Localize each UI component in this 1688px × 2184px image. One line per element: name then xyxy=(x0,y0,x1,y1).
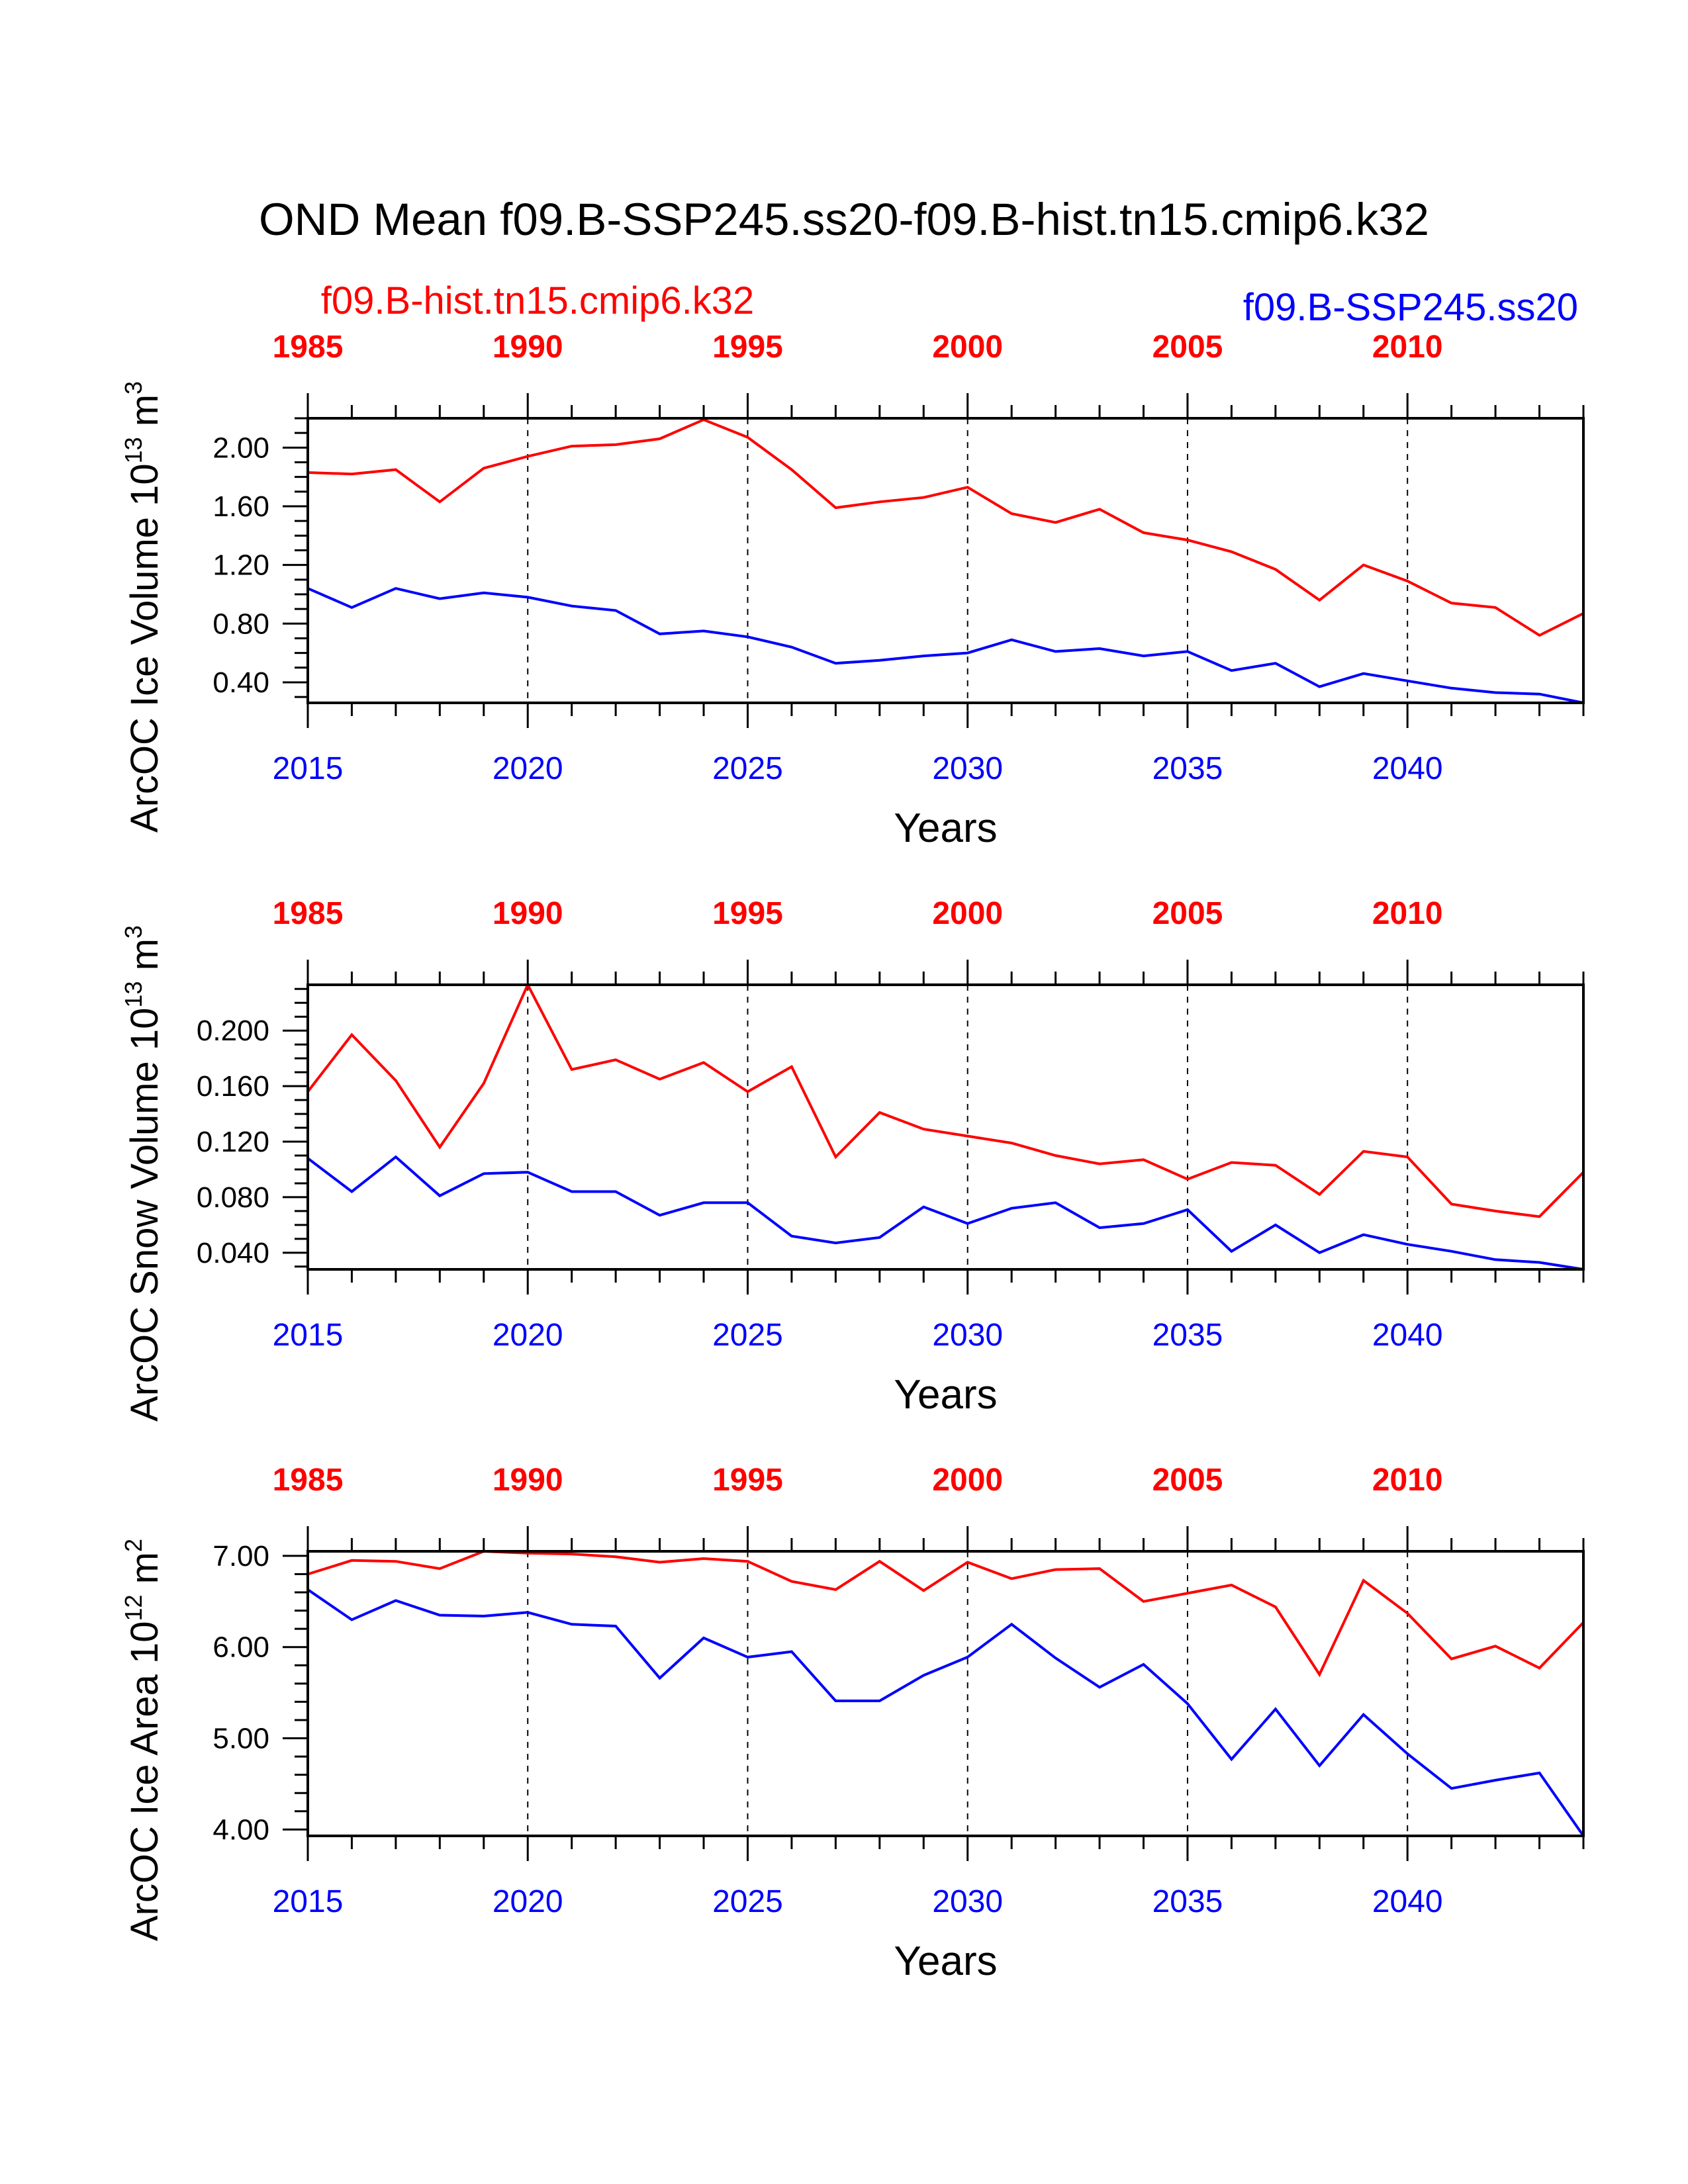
ice-volume-y-tick-label: 0.40 xyxy=(212,666,269,699)
snow-volume-bottom-tick-label: 2015 xyxy=(273,1318,344,1353)
ice-area-top-tick-label: 2005 xyxy=(1152,1463,1223,1498)
ice-volume-top-tick-label: 1995 xyxy=(712,330,783,365)
ice-volume-y-title-part: ArcOC Ice Volume 10 xyxy=(123,463,166,833)
ice-volume-y-title-part: m xyxy=(123,394,166,437)
ice-area-bottom-tick-label: 2035 xyxy=(1152,1884,1223,1919)
snow-volume-series-scenario xyxy=(306,1155,1584,1271)
snow-volume-bottom-tick-label: 2025 xyxy=(712,1318,783,1353)
ice-volume-y-tick-label: 1.20 xyxy=(212,549,269,582)
snow-volume-y-tick-label: 0.160 xyxy=(197,1070,269,1103)
ice-area-top-tick-label: 1985 xyxy=(273,1463,344,1498)
ice-volume-top-tick-label: 2000 xyxy=(932,330,1003,365)
snow-volume-top-tick-label: 1995 xyxy=(712,896,783,931)
ice-area-bottom-tick-label: 2040 xyxy=(1372,1884,1443,1919)
snow-volume-series-historical xyxy=(306,981,1585,1218)
historical-case-label: f09.B-hist.tn15.cmip6.k32 xyxy=(321,279,754,322)
ice-volume-bottom-tick-label: 2020 xyxy=(492,751,563,786)
snow-volume-top-tick-label: 2000 xyxy=(932,896,1003,931)
snow-volume-top-tick-label: 2010 xyxy=(1372,896,1443,931)
ice-volume-y-tick-label: 1.60 xyxy=(212,490,269,523)
snow-volume-top-tick-label: 1985 xyxy=(273,896,344,931)
snow-volume-x-axis-title: Years xyxy=(894,1372,997,1418)
ice-volume-bottom-tick-label: 2030 xyxy=(932,751,1003,786)
ice-volume-top-tick-label: 1990 xyxy=(492,330,563,365)
ice-area-bottom-tick-label: 2015 xyxy=(273,1884,344,1919)
scenario-case-label: f09.B-SSP245.ss20 xyxy=(1243,286,1578,329)
ice-volume-bottom-tick-label: 2035 xyxy=(1152,751,1223,786)
ice-area-panel: 2015 2020 2025 2030 2035 2040 1985 1990 1995 2000… xyxy=(120,1463,1585,1984)
snow-volume-panel: 2015 2020 2025 2030 2035 2040 1985 1990 1995 2000… xyxy=(120,896,1585,1422)
snow-volume-y-tick-label: 0.200 xyxy=(197,1015,269,1047)
ice-area-series-historical xyxy=(307,1549,1585,1678)
ice-area-frame xyxy=(306,1550,1585,1837)
ice-volume-y-axis-title: ArcOC Ice Volume 1013 m3 xyxy=(120,381,166,833)
snow-volume-y-tick-label: 0.040 xyxy=(197,1237,269,1269)
ice-area-y-tick-label: 7.00 xyxy=(212,1540,269,1572)
snow-volume-y-tick-label: 0.080 xyxy=(197,1181,269,1214)
ice-area-y-tick-label: 5.00 xyxy=(212,1723,269,1755)
snow-volume-bottom-tick-label: 2040 xyxy=(1372,1318,1443,1353)
ice-area-top-tick-label: 1995 xyxy=(712,1463,783,1498)
ice-volume-y-title-exponent: 3 xyxy=(120,381,147,394)
ice-area-top-tick-label: 2010 xyxy=(1372,1463,1443,1498)
snow-volume-top-tick-label: 1990 xyxy=(492,896,563,931)
ice-area-y-tick-label: 4.00 xyxy=(212,1813,269,1846)
snow-volume-y-tick-label: 0.120 xyxy=(197,1126,269,1158)
ice-area-y-title-exponent: 12 xyxy=(120,1594,147,1621)
ice-volume-y-tick-label: 0.80 xyxy=(212,608,269,640)
ice-area-y-axis-title: ArcOC Ice Area 1012 m2 xyxy=(120,1539,166,1941)
snow-volume-y-title-exponent: 13 xyxy=(120,981,147,1008)
ice-volume-panel: 2015 2020 2025 2030 2035 2040 1985 1990 1995 2000… xyxy=(120,330,1585,851)
ice-area-bottom-tick-label: 2020 xyxy=(492,1884,563,1919)
snow-volume-y-title-part: ArcOC Snow Volume 10 xyxy=(123,1008,166,1422)
ice-volume-y-tick-label: 2.00 xyxy=(212,432,269,464)
snow-volume-bottom-tick-label: 2020 xyxy=(492,1318,563,1353)
ice-area-bottom-tick-label: 2030 xyxy=(932,1884,1003,1919)
ice-area-y-title-part: ArcOC Ice Area 10 xyxy=(123,1621,166,1941)
ice-volume-frame xyxy=(306,417,1585,704)
ice-area-y-tick-label: 6.00 xyxy=(212,1631,269,1664)
main-title: OND Mean f09.B-SSP245.ss20-f09.B-hist.tn… xyxy=(259,194,1429,245)
snow-volume-bottom-tick-label: 2030 xyxy=(932,1318,1003,1353)
snow-volume-bottom-tick-label: 2035 xyxy=(1152,1318,1223,1353)
ice-volume-y-title-exponent: 13 xyxy=(120,437,147,463)
ice-area-top-tick-label: 2000 xyxy=(932,1463,1003,1498)
snow-volume-y-title-exponent: 3 xyxy=(120,925,147,938)
ice-volume-top-tick-label: 2005 xyxy=(1152,330,1223,365)
snow-volume-y-title-part: m xyxy=(123,938,166,981)
ice-volume-top-tick-label: 1985 xyxy=(273,330,344,365)
ice-volume-bottom-tick-label: 2040 xyxy=(1372,751,1443,786)
ice-volume-top-tick-label: 2010 xyxy=(1372,330,1443,365)
ice-volume-x-axis-title: Years xyxy=(894,805,997,851)
ice-area-y-title-part: m xyxy=(123,1552,166,1594)
ice-volume-bottom-tick-label: 2015 xyxy=(273,751,344,786)
snow-volume-top-tick-label: 2005 xyxy=(1152,896,1223,931)
snow-volume-y-axis-title: ArcOC Snow Volume 1013 m3 xyxy=(120,925,166,1422)
ice-volume-series-historical xyxy=(307,418,1584,637)
ice-area-top-tick-label: 1990 xyxy=(492,1463,563,1498)
ice-volume-series-scenario xyxy=(307,587,1584,704)
ice-area-x-axis-title: Years xyxy=(894,1938,997,1984)
ice-area-y-title-exponent: 2 xyxy=(120,1539,147,1552)
ice-volume-bottom-tick-label: 2025 xyxy=(712,751,783,786)
ice-area-bottom-tick-label: 2025 xyxy=(712,1884,783,1919)
ice-area-series-scenario xyxy=(306,1588,1585,1837)
